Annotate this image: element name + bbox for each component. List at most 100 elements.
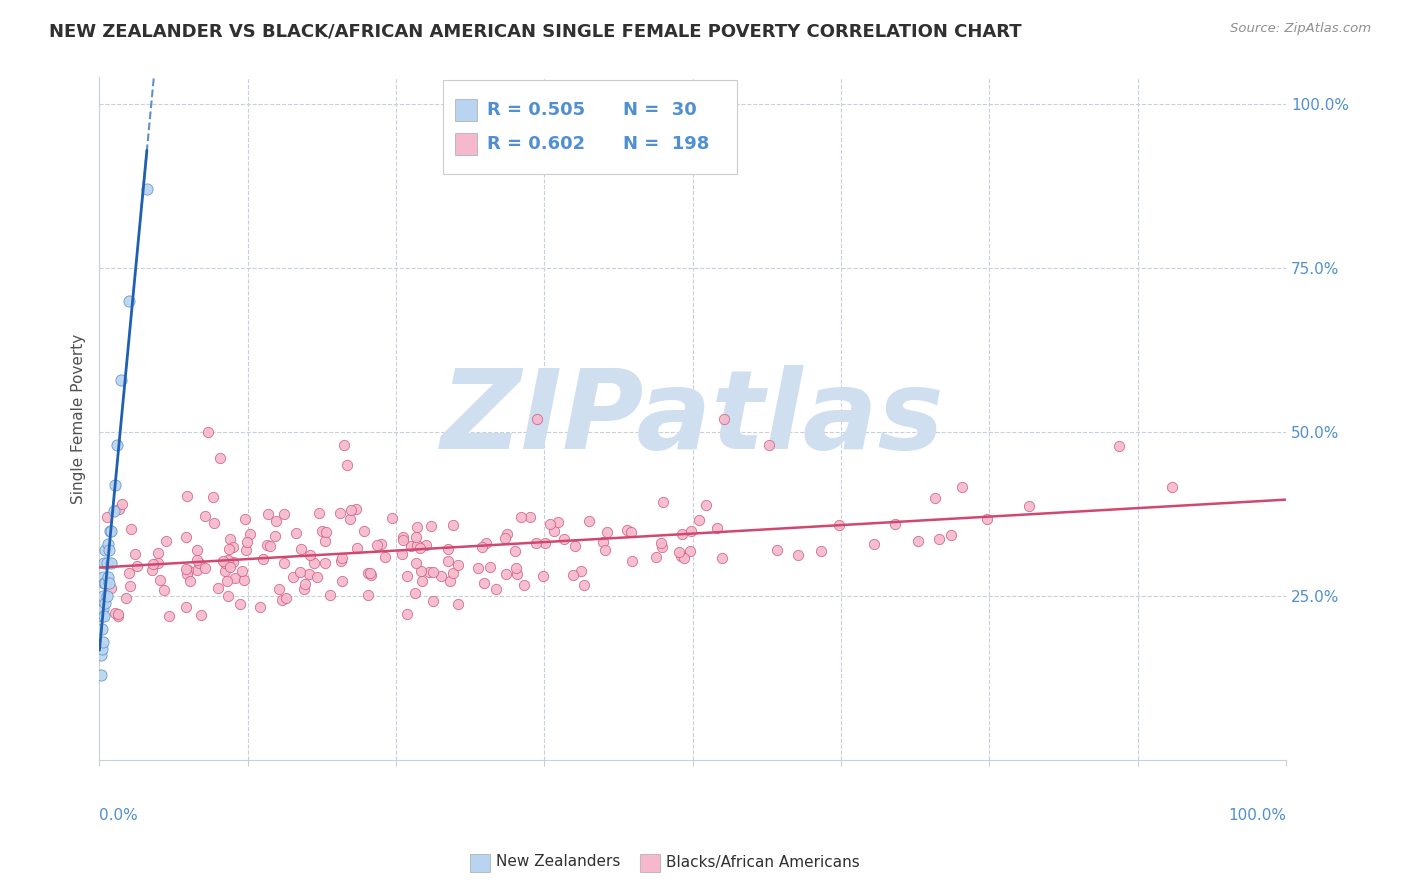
Point — [415, 538, 437, 552]
Point — [939, 527, 962, 541]
Point — [409, 541, 432, 555]
Point — [97, 537, 120, 551]
Point — [472, 576, 495, 591]
Point — [135, 182, 157, 196]
Point — [256, 538, 278, 552]
Point — [620, 524, 643, 539]
Point — [695, 498, 717, 512]
Point — [100, 524, 122, 538]
Text: ZIPatlas: ZIPatlas — [441, 366, 945, 473]
Point — [437, 542, 460, 557]
Point — [235, 512, 257, 526]
Point — [395, 607, 418, 621]
Text: R = 0.505: R = 0.505 — [486, 101, 585, 119]
Point — [190, 607, 212, 622]
Point — [90, 641, 112, 656]
Point — [396, 569, 419, 583]
Point — [91, 635, 114, 649]
Point — [111, 497, 134, 511]
Point — [274, 591, 297, 606]
Point — [264, 514, 287, 528]
Point — [217, 553, 239, 567]
FancyBboxPatch shape — [443, 80, 737, 174]
Point — [467, 561, 489, 575]
Bar — [456, 99, 477, 121]
Point — [267, 582, 290, 596]
Point — [519, 509, 541, 524]
Point — [257, 508, 280, 522]
Point — [494, 531, 516, 545]
Point — [91, 589, 114, 603]
Point — [399, 540, 422, 554]
Point — [353, 524, 375, 538]
Bar — [640, 854, 659, 872]
Point — [249, 600, 271, 615]
Point — [758, 438, 780, 452]
Point — [564, 539, 586, 553]
Point — [90, 622, 112, 636]
Point — [810, 544, 832, 558]
Point — [332, 550, 354, 565]
Point — [533, 535, 555, 549]
Point — [374, 549, 396, 564]
Point — [284, 526, 307, 541]
Point — [298, 567, 321, 582]
Point — [333, 438, 356, 452]
Point — [562, 567, 585, 582]
Point — [405, 530, 427, 544]
Point — [110, 372, 132, 386]
Point — [91, 602, 114, 616]
Point — [620, 554, 643, 568]
Point — [115, 591, 138, 605]
Text: N =  198: N = 198 — [623, 135, 710, 153]
Point — [572, 578, 595, 592]
Point — [214, 556, 236, 570]
Point — [214, 565, 236, 579]
Point — [208, 451, 231, 466]
Point — [336, 458, 359, 472]
Point — [292, 582, 315, 596]
Point — [475, 536, 498, 550]
Point — [315, 525, 337, 540]
Point — [329, 554, 352, 568]
Point — [194, 509, 217, 524]
Point — [207, 581, 229, 595]
Point — [652, 495, 675, 509]
Point — [94, 543, 117, 558]
Point — [391, 547, 413, 561]
Point — [302, 556, 325, 570]
Point — [496, 527, 519, 541]
Point — [231, 564, 253, 578]
Point — [645, 550, 668, 565]
Point — [90, 668, 112, 682]
Point — [441, 517, 464, 532]
Point — [711, 551, 734, 566]
Point — [679, 524, 702, 539]
Point — [229, 597, 252, 611]
Point — [553, 532, 575, 546]
Point — [485, 582, 508, 596]
Point — [273, 507, 295, 521]
Point — [105, 438, 128, 452]
Point — [311, 524, 333, 538]
Point — [668, 545, 690, 559]
Point — [411, 574, 433, 588]
Point — [418, 565, 440, 579]
Point — [202, 516, 225, 531]
Point — [90, 648, 112, 663]
Y-axis label: Single Female Poverty: Single Female Poverty — [72, 334, 86, 504]
Point — [430, 568, 453, 582]
Point — [439, 574, 461, 588]
Point — [100, 581, 122, 595]
Point — [405, 520, 427, 534]
Point — [179, 574, 201, 588]
Text: Blacks/African Americans: Blacks/African Americans — [666, 855, 859, 870]
Point — [91, 569, 114, 583]
Text: Source: ZipAtlas.com: Source: ZipAtlas.com — [1230, 22, 1371, 36]
Point — [273, 556, 295, 570]
Point — [94, 576, 117, 591]
Point — [513, 578, 536, 592]
Point — [447, 597, 470, 611]
Point — [174, 530, 197, 544]
Text: 0.0%: 0.0% — [100, 808, 138, 823]
